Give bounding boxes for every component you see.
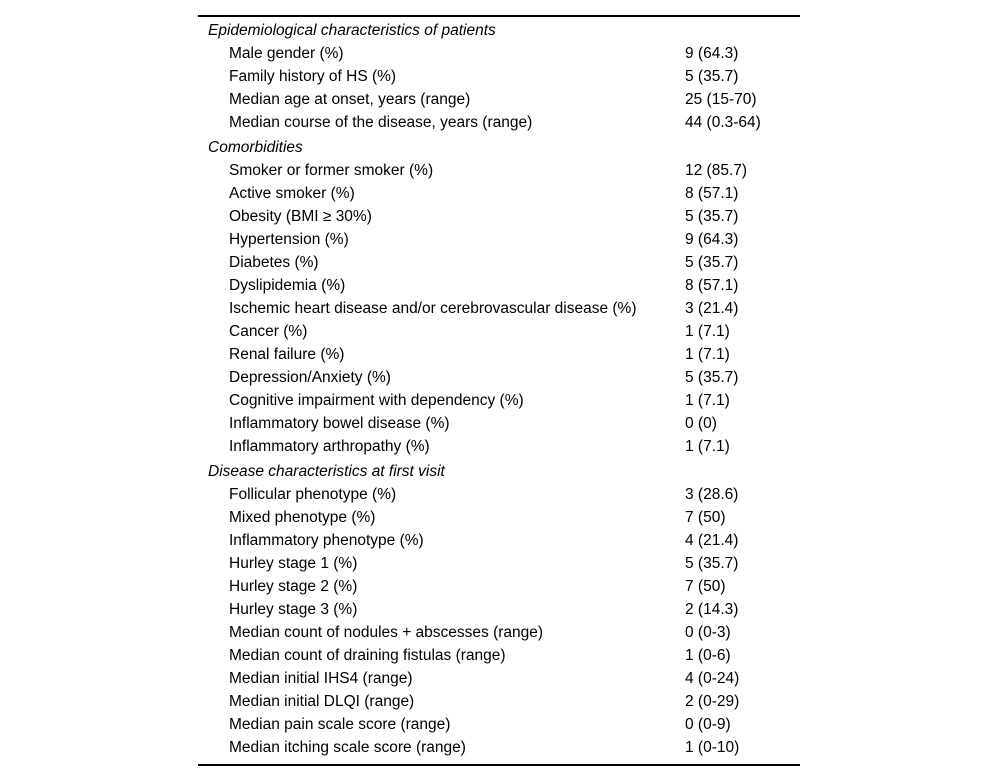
patient-characteristics-table: Epidemiological characteristics of patie… [198,15,800,766]
section-header: Disease characteristics at first visit [208,463,445,480]
row-label: Cognitive impairment with dependency (%) [229,392,524,409]
row-label: Smoker or former smoker (%) [229,162,434,179]
table-row: Hurley stage 1 (%) 5 (35.7) [198,552,800,575]
row-label: Renal failure (%) [229,346,345,363]
row-label: Median count of draining fistulas (range… [229,647,506,664]
row-value: 5 (35.7) [685,555,739,572]
row-label: Follicular phenotype (%) [229,486,397,503]
row-value: 2 (0-29) [685,693,740,710]
table-row: Active smoker (%) 8 (57.1) [198,182,800,205]
row-label: Obesity (BMI ≥ 30%) [229,208,372,225]
table-row: Inflammatory bowel disease (%) 0 (0) [198,412,800,435]
row-label: Hurley stage 2 (%) [229,578,358,595]
table-row: Median itching scale score (range) 1 (0-… [198,736,800,759]
table-row: Diabetes (%) 5 (35.7) [198,251,800,274]
section-header: Epidemiological characteristics of patie… [208,22,496,39]
table-row: Median pain scale score (range) 0 (0-9) [198,713,800,736]
table-section: Comorbidities Smoker or former smoker (%… [198,136,800,458]
row-label: Ischemic heart disease and/or cerebrovas… [229,300,637,317]
row-label: Median age at onset, years (range) [229,91,471,108]
table-row: Median count of nodules + abscesses (ran… [198,621,800,644]
table-row: Dyslipidemia (%) 8 (57.1) [198,274,800,297]
row-value: 3 (21.4) [685,300,739,317]
row-label: Male gender (%) [229,45,344,62]
row-value: 5 (35.7) [685,369,739,386]
table-row: Cognitive impairment with dependency (%)… [198,389,800,412]
row-value: 1 (7.1) [685,323,730,340]
row-value: 1 (0-6) [685,647,731,664]
table-row: Hurley stage 3 (%) 2 (14.3) [198,598,800,621]
table-row: Mixed phenotype (%) 7 (50) [198,506,800,529]
table-row: Depression/Anxiety (%) 5 (35.7) [198,366,800,389]
row-value: 25 (15-70) [685,91,757,108]
section-header: Comorbidities [208,139,303,156]
row-value: 7 (50) [685,578,726,595]
row-label: Hypertension (%) [229,231,349,248]
row-label: Median initial IHS4 (range) [229,670,413,687]
table-row: Hypertension (%) 9 (64.3) [198,228,800,251]
row-value: 5 (35.7) [685,208,739,225]
row-label: Diabetes (%) [229,254,319,271]
row-value: 1 (7.1) [685,392,730,409]
row-label: Family history of HS (%) [229,68,397,85]
row-label: Median count of nodules + abscesses (ran… [229,624,544,641]
row-value: 0 (0-3) [685,624,731,641]
row-value: 4 (21.4) [685,532,739,549]
row-label: Hurley stage 1 (%) [229,555,358,572]
row-value: 0 (0) [685,415,717,432]
row-value: 9 (64.3) [685,45,739,62]
row-label: Inflammatory phenotype (%) [229,532,424,549]
row-label: Inflammatory arthropathy (%) [229,438,430,455]
row-label: Active smoker (%) [229,185,355,202]
table-row: Median initial IHS4 (range) 4 (0-24) [198,667,800,690]
row-label: Median initial DLQI (range) [229,693,415,710]
row-value: 5 (35.7) [685,68,739,85]
row-value: 9 (64.3) [685,231,739,248]
row-label: Median pain scale score (range) [229,716,451,733]
row-value: 44 (0.3-64) [685,114,761,131]
table-section: Disease characteristics at first visit F… [198,460,800,759]
row-label: Mixed phenotype (%) [229,509,376,526]
table-row: Median initial DLQI (range) 2 (0-29) [198,690,800,713]
table-row: Inflammatory arthropathy (%) 1 (7.1) [198,435,800,458]
row-value: 12 (85.7) [685,162,748,179]
row-value: 2 (14.3) [685,601,739,618]
table-row: Inflammatory phenotype (%) 4 (21.4) [198,529,800,552]
row-label: Median course of the disease, years (ran… [229,114,533,131]
table-row: Renal failure (%) 1 (7.1) [198,343,800,366]
row-value: 1 (0-10) [685,739,740,756]
row-label: Cancer (%) [229,323,308,340]
row-value: 4 (0-24) [685,670,740,687]
row-value: 1 (7.1) [685,346,730,363]
row-value: 1 (7.1) [685,438,730,455]
table-row: Obesity (BMI ≥ 30%) 5 (35.7) [198,205,800,228]
row-label: Median itching scale score (range) [229,739,466,756]
table-row: Median count of draining fistulas (range… [198,644,800,667]
table-row: Smoker or former smoker (%) 12 (85.7) [198,159,800,182]
table-row: Family history of HS (%) 5 (35.7) [198,65,800,88]
table-row: Follicular phenotype (%) 3 (28.6) [198,483,800,506]
table-section: Epidemiological characteristics of patie… [198,19,800,134]
table-body: Epidemiological characteristics of patie… [198,19,800,759]
table-row: Median course of the disease, years (ran… [198,111,800,134]
row-value: 3 (28.6) [685,486,739,503]
row-value: 0 (0-9) [685,716,731,733]
table-row: Median age at onset, years (range) 25 (1… [198,88,800,111]
row-label: Inflammatory bowel disease (%) [229,415,450,432]
row-label: Dyslipidemia (%) [229,277,346,294]
row-label: Hurley stage 3 (%) [229,601,358,618]
row-value: 8 (57.1) [685,277,739,294]
row-label: Depression/Anxiety (%) [229,369,391,386]
row-value: 8 (57.1) [685,185,739,202]
table-row: Hurley stage 2 (%) 7 (50) [198,575,800,598]
row-value: 7 (50) [685,509,726,526]
table-row: Ischemic heart disease and/or cerebrovas… [198,297,800,320]
table-row: Cancer (%) 1 (7.1) [198,320,800,343]
row-value: 5 (35.7) [685,254,739,271]
table-row: Male gender (%) 9 (64.3) [198,42,800,65]
